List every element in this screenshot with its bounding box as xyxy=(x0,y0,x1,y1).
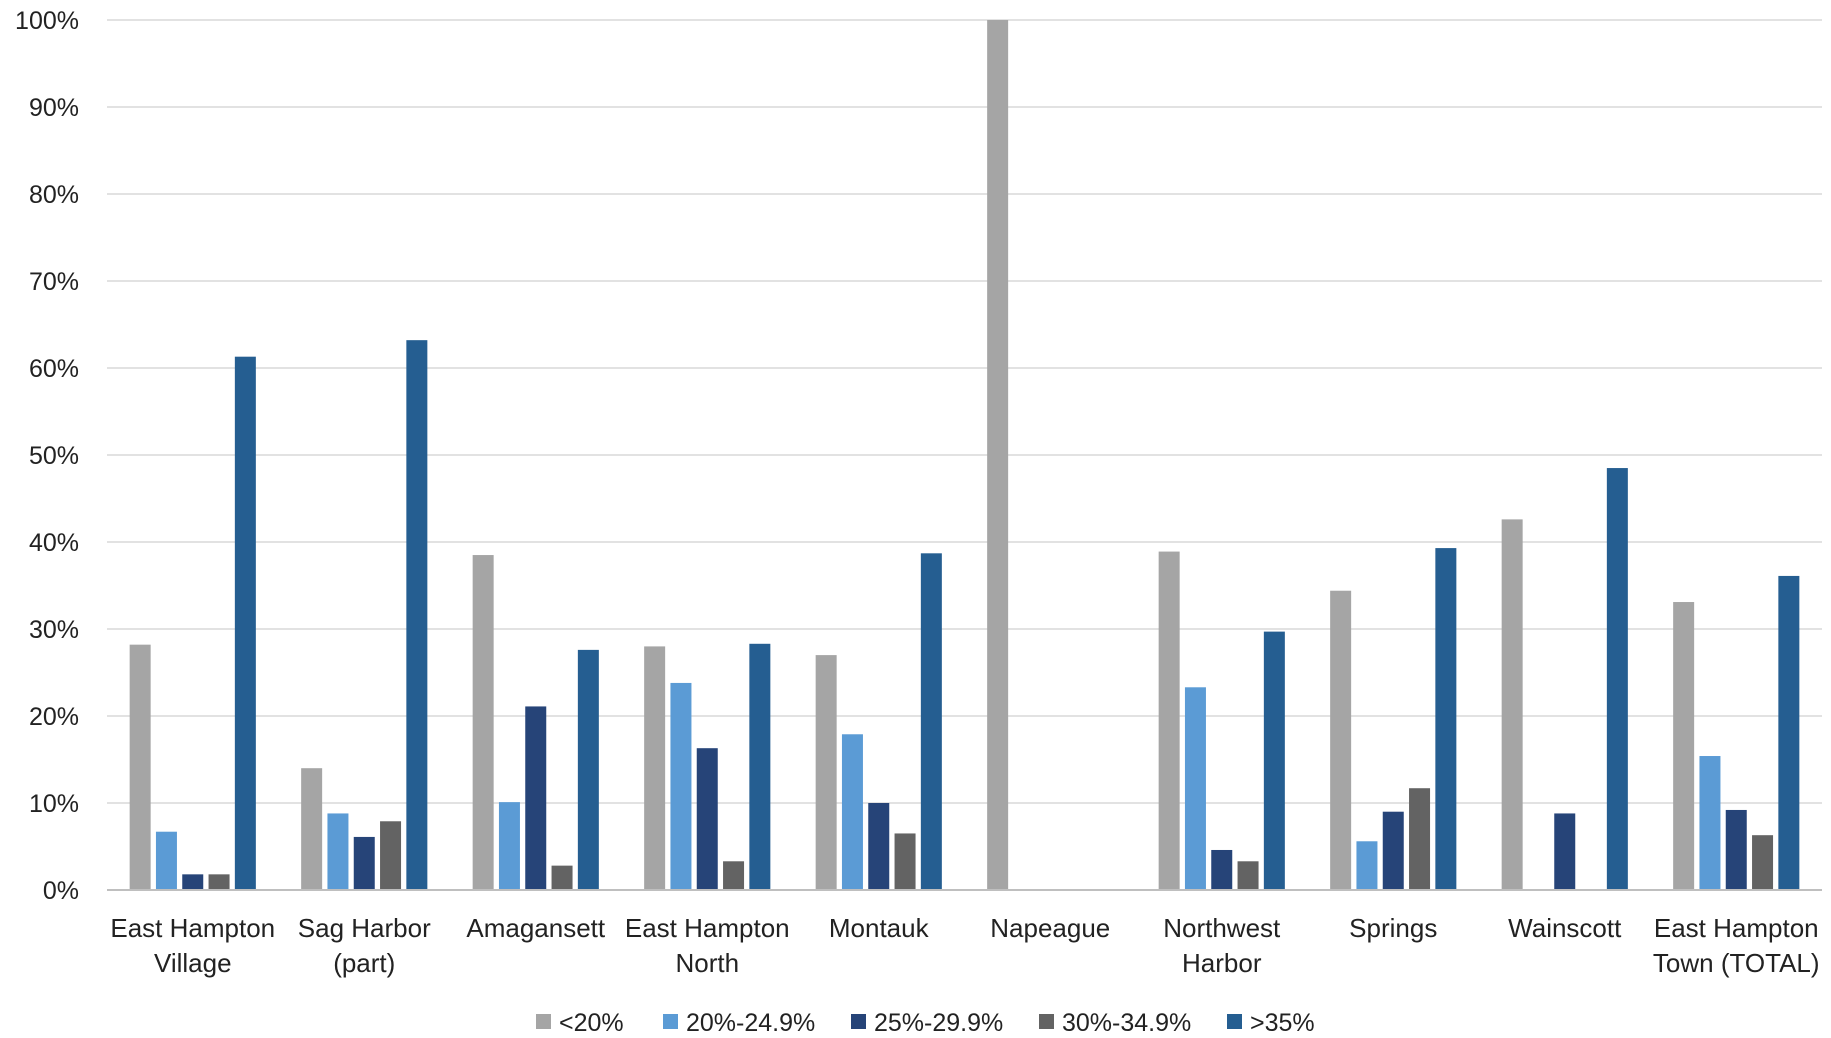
bar xyxy=(1263,631,1285,890)
series-4 xyxy=(208,788,1774,890)
legend-swatch xyxy=(1039,1014,1054,1029)
legend-item: 30%-34.9% xyxy=(1039,1009,1191,1037)
bar xyxy=(129,644,151,890)
legend-label: 25%-29.9% xyxy=(874,1009,1003,1037)
bar xyxy=(1409,788,1431,890)
y-tick-label: 80% xyxy=(29,181,79,209)
y-axis-tick-labels: 0% 10% 20% 30% 40% 50% 60% 70% 80% 90% 100% xyxy=(15,7,79,905)
bar xyxy=(472,555,494,890)
bar xyxy=(1382,811,1404,890)
legend-label: >35% xyxy=(1250,1009,1315,1037)
series-2 xyxy=(155,682,1721,890)
bar xyxy=(1778,575,1800,890)
bar xyxy=(1725,809,1747,890)
category-label: Northwest xyxy=(1163,913,1281,943)
bar xyxy=(1673,602,1695,890)
bar xyxy=(551,865,573,890)
series-1 xyxy=(129,20,1695,890)
category-label: Montauk xyxy=(829,913,930,943)
category-label: Town (TOTAL) xyxy=(1653,948,1820,978)
category-label: Harbor xyxy=(1182,948,1262,978)
category-label: (part) xyxy=(333,948,395,978)
bar xyxy=(406,340,428,890)
bar xyxy=(380,821,402,890)
bar xyxy=(234,356,256,890)
y-tick-label: 20% xyxy=(29,703,79,731)
bar xyxy=(1184,687,1206,890)
bar xyxy=(1606,468,1628,890)
bar xyxy=(894,833,916,890)
legend-item: 25%-29.9% xyxy=(851,1009,1003,1037)
bar xyxy=(868,803,890,890)
y-tick-label: 30% xyxy=(29,616,79,644)
y-tick-label: 40% xyxy=(29,529,79,557)
category-label: Amagansett xyxy=(466,913,606,943)
legend-label: 30%-34.9% xyxy=(1062,1009,1191,1037)
bar xyxy=(498,802,520,890)
bar xyxy=(1158,551,1180,890)
legend-swatch xyxy=(851,1014,866,1029)
y-tick-label: 100% xyxy=(15,7,79,35)
legend-label: 20%-24.9% xyxy=(686,1009,815,1037)
legend-item: >35% xyxy=(1227,1009,1315,1037)
bar xyxy=(987,20,1009,890)
bar xyxy=(920,553,942,890)
series-5 xyxy=(234,340,1800,890)
bar xyxy=(1699,756,1721,890)
bar xyxy=(353,836,375,890)
legend-swatch xyxy=(663,1014,678,1029)
category-label: Village xyxy=(154,948,232,978)
legend-item: <20% xyxy=(536,1009,624,1037)
category-label: East Hampton xyxy=(110,913,275,943)
bar xyxy=(696,748,718,890)
category-label: Sag Harbor xyxy=(298,913,431,943)
bar xyxy=(208,874,230,890)
bar xyxy=(182,874,204,890)
bar xyxy=(670,682,692,890)
legend-item: 20%-24.9% xyxy=(663,1009,815,1037)
y-tick-label: 70% xyxy=(29,268,79,296)
bar xyxy=(1356,841,1378,890)
bar xyxy=(644,646,666,890)
category-label: Napeague xyxy=(990,913,1110,943)
bar xyxy=(1554,813,1576,890)
legend-swatch xyxy=(536,1014,551,1029)
bar xyxy=(723,861,745,890)
bars xyxy=(129,20,1800,890)
legend-label: <20% xyxy=(559,1009,624,1037)
bar xyxy=(1211,849,1233,890)
category-label: North xyxy=(675,948,739,978)
bar xyxy=(815,655,837,890)
bar xyxy=(1330,590,1352,890)
y-tick-label: 60% xyxy=(29,355,79,383)
bar xyxy=(327,813,349,890)
legend-swatch xyxy=(1227,1014,1242,1029)
category-label: Springs xyxy=(1349,913,1437,943)
bar xyxy=(1435,548,1457,890)
bar xyxy=(841,734,863,890)
y-tick-label: 90% xyxy=(29,94,79,122)
y-tick-label: 0% xyxy=(43,877,79,905)
series-3 xyxy=(182,706,1747,890)
bar xyxy=(525,706,547,890)
bar xyxy=(1237,861,1259,890)
gridlines xyxy=(107,19,1822,804)
bar xyxy=(301,768,323,890)
y-tick-label: 50% xyxy=(29,442,79,470)
bar xyxy=(1501,519,1523,890)
bar xyxy=(155,831,177,890)
category-label: East Hampton xyxy=(1654,913,1819,943)
category-label: Wainscott xyxy=(1508,913,1622,943)
y-tick-label: 10% xyxy=(29,790,79,818)
bar xyxy=(749,643,771,890)
category-labels: East Hampton Village Sag Harbor (part) Amaga… xyxy=(110,913,1819,978)
bar xyxy=(1752,835,1774,890)
bar xyxy=(577,649,599,890)
category-label: East Hampton xyxy=(625,913,790,943)
legend: <20% 20%-24.9% 25%-29.9% 30%-34.9% >35% xyxy=(536,1009,1315,1037)
